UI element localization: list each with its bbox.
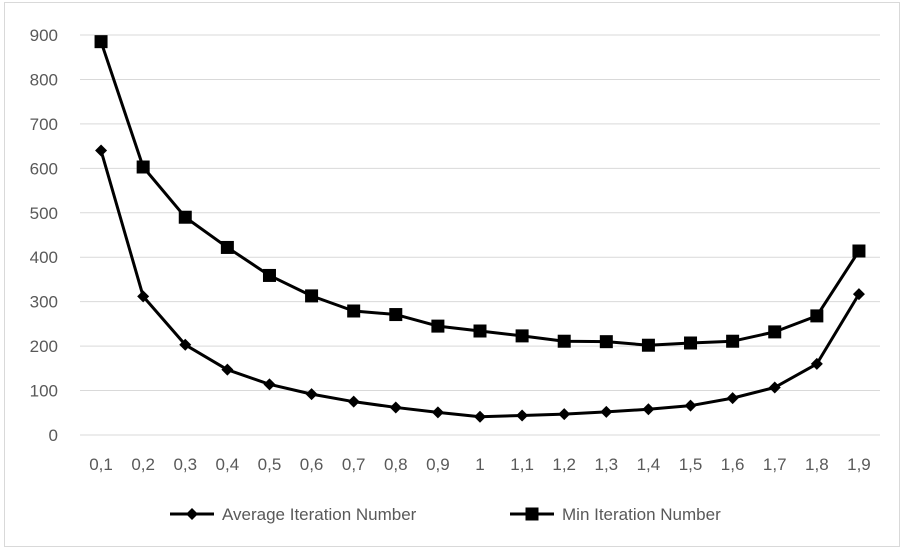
data-point [389, 308, 403, 322]
data-point [810, 357, 823, 370]
data-point [178, 210, 192, 224]
data-point [600, 405, 613, 418]
legend-item: Average Iteration Number [170, 505, 417, 524]
x-tick-label: 0,8 [384, 455, 408, 474]
legend-label: Min Iteration Number [562, 505, 721, 524]
data-point [347, 304, 361, 318]
x-tick-label: 1,7 [763, 455, 787, 474]
x-tick-label: 0,3 [173, 455, 197, 474]
x-tick-label: 1,3 [594, 455, 618, 474]
data-point [347, 395, 360, 408]
data-point [684, 399, 697, 412]
data-point [305, 289, 319, 303]
legend-marker [525, 507, 539, 521]
x-tick-label: 1,1 [510, 455, 534, 474]
y-tick-label: 0 [49, 426, 58, 445]
data-point [179, 338, 192, 351]
y-tick-label: 400 [30, 248, 58, 267]
y-tick-label: 800 [30, 70, 58, 89]
y-tick-label: 700 [30, 115, 58, 134]
data-point [768, 325, 782, 339]
series-layer [94, 35, 866, 423]
legend: Average Iteration Number Min Iteration Nu… [170, 505, 721, 524]
data-point [641, 338, 655, 352]
y-tick-label: 900 [30, 26, 58, 45]
data-point [515, 329, 529, 343]
data-point [136, 160, 150, 174]
data-point [221, 363, 234, 376]
data-point [768, 381, 781, 394]
x-tick-label: 1,4 [637, 455, 661, 474]
data-point [852, 244, 866, 258]
y-axis-ticks: 0 100 200 300 400 500 600 700 800 900 [30, 26, 58, 445]
x-axis-ticks: 0,1 0,2 0,3 0,4 0,5 0,6 0,7 0,8 0,9 1 1,1 1,2 1,3 1,4… [89, 455, 871, 474]
chart-frame [4, 2, 900, 547]
data-point [599, 335, 613, 349]
x-tick-label: 1,5 [679, 455, 703, 474]
data-point [305, 388, 318, 401]
series-average-iteration [95, 144, 865, 423]
data-point [94, 35, 108, 49]
y-tick-label: 200 [30, 337, 58, 356]
y-tick-label: 600 [30, 159, 58, 178]
data-point [262, 268, 276, 282]
x-tick-label: 0,5 [258, 455, 282, 474]
y-tick-label: 300 [30, 293, 58, 312]
data-point [389, 401, 402, 414]
x-tick-label: 1,8 [805, 455, 829, 474]
data-point [852, 288, 865, 301]
legend-item: Min Iteration Number [510, 505, 721, 524]
series-min-iteration [94, 35, 866, 352]
x-tick-label: 1,2 [552, 455, 576, 474]
data-point [810, 309, 824, 323]
x-tick-label: 1 [475, 455, 484, 474]
y-tick-label: 100 [30, 382, 58, 401]
x-tick-label: 0,1 [89, 455, 113, 474]
data-point [263, 378, 276, 391]
series-line [99, 41, 861, 347]
x-tick-label: 0,6 [300, 455, 324, 474]
data-point [557, 334, 571, 348]
gridlines [80, 34, 880, 436]
data-point [642, 403, 655, 416]
data-point [474, 410, 486, 423]
series-line [99, 150, 861, 419]
data-point [473, 324, 487, 338]
x-tick-label: 1,6 [721, 455, 745, 474]
data-point [726, 392, 739, 405]
x-tick-label: 0,2 [131, 455, 155, 474]
x-tick-label: 1,9 [847, 455, 871, 474]
data-point [137, 290, 150, 303]
data-point [431, 319, 445, 333]
x-tick-label: 0,9 [426, 455, 450, 474]
data-point [95, 144, 108, 157]
data-point [726, 334, 740, 348]
x-tick-label: 0,4 [216, 455, 240, 474]
legend-label: Average Iteration Number [222, 505, 417, 524]
data-point [220, 240, 234, 254]
y-tick-label: 500 [30, 204, 58, 223]
legend-marker [186, 508, 198, 520]
data-point [684, 336, 698, 350]
x-tick-label: 0,7 [342, 455, 366, 474]
data-point [431, 406, 444, 419]
data-point [558, 408, 571, 421]
data-point [516, 409, 529, 422]
